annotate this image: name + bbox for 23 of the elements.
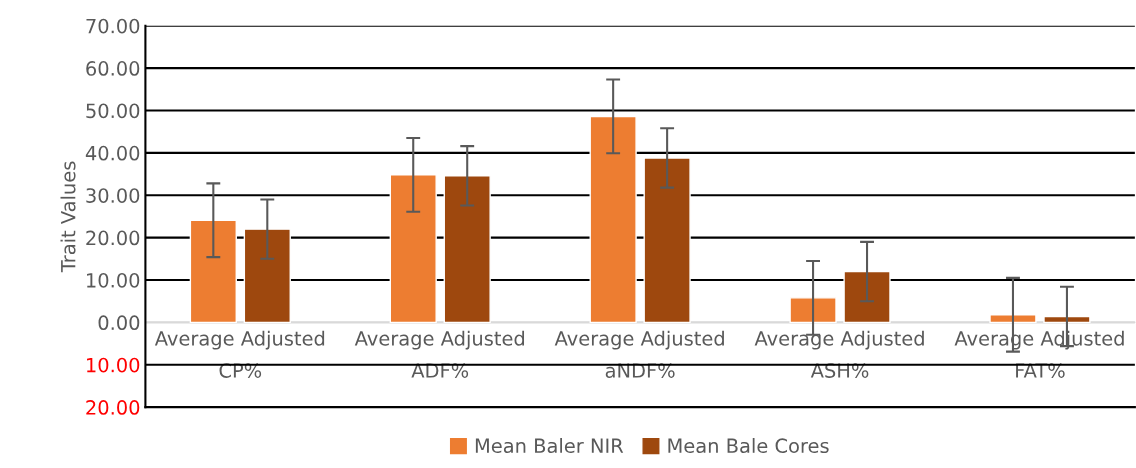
y-axis-title: Trait Values bbox=[60, 161, 76, 273]
y-tick-label: 70.00 bbox=[86, 18, 140, 34]
y-tick-label: 40.00 bbox=[85, 145, 140, 161]
legend-label: Mean Bale Cores bbox=[668, 438, 829, 454]
y-tick-label: 50.00 bbox=[86, 103, 140, 119]
bar bbox=[189, 219, 237, 324]
bar bbox=[1043, 315, 1091, 324]
bar bbox=[243, 228, 291, 324]
legend-label: Mean Baler NIR bbox=[475, 438, 624, 454]
bar bbox=[843, 270, 891, 324]
y-tick-label: 0.00 bbox=[98, 315, 140, 331]
y-tick-label: 10.00 bbox=[87, 272, 140, 288]
y-tick-label: 30.00 bbox=[86, 188, 140, 203]
bar bbox=[643, 157, 691, 324]
bar bbox=[389, 174, 437, 324]
y-tick-label: 20.00 bbox=[86, 230, 140, 246]
bar bbox=[989, 314, 1037, 324]
y-tick-label: 60.00 bbox=[86, 61, 140, 76]
bar bbox=[443, 175, 491, 324]
y-tick-label: 10.00 bbox=[87, 357, 140, 373]
bar bbox=[789, 297, 837, 324]
y-tick-label: 20.00 bbox=[86, 400, 140, 415]
bar bbox=[589, 115, 637, 324]
